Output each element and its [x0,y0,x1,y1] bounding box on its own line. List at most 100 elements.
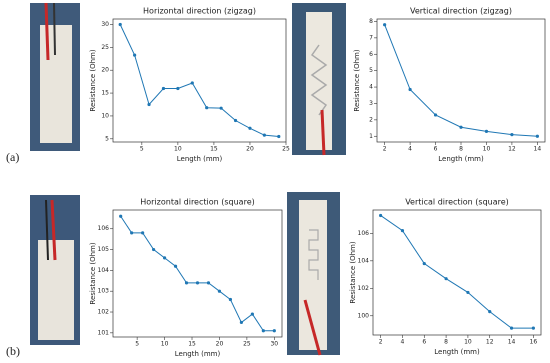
data-point [422,261,426,266]
data-line [119,24,279,138]
photo [287,192,340,356]
y-tick-label: 8 [369,18,373,25]
x-tick-label: 14 [508,339,516,346]
chart-title: Horizontal direction (zigzag) [143,7,256,16]
data-point [190,81,194,85]
photo [30,195,80,345]
data-point [466,290,470,295]
data-point [277,134,281,139]
x-tick-label: 8 [459,146,463,153]
y-tick-label: 15 [101,90,109,97]
data-point [510,133,514,137]
x-tick-label: 6 [422,339,426,346]
photo [292,3,346,156]
photo [30,2,80,151]
x-axis-label: Length (mm) [175,350,221,358]
panel-label: (a) [6,150,19,164]
data-point [383,23,387,27]
chart-title: Vertical direction (zigzag) [410,7,512,16]
plot-frame [112,209,283,338]
panel-label: (b) [6,344,20,358]
y-axis-label: Resistance (Ohm) [89,49,97,111]
y-tick-label: 10 [101,112,109,119]
x-tick-label: 15 [188,341,196,348]
data-point [152,247,156,252]
data-point [219,106,223,110]
y-tick-label: 20 [101,67,109,74]
y-tick-label: 7 [369,34,373,41]
y-tick-label: 3 [369,100,373,107]
y-tick-label: 6 [369,51,373,58]
data-point [459,125,463,129]
x-tick-label: 2 [379,339,383,346]
x-tick-label: 16 [530,339,538,346]
y-tick-label: 4 [369,84,373,91]
y-tick-label: 103 [98,288,110,295]
x-tick-label: 15 [210,146,218,153]
x-tick-label: 8 [444,339,448,346]
y-tick-label: 104 [358,257,370,264]
y-tick-label: 102 [98,309,110,316]
data-point [379,213,383,218]
data-point [173,264,178,268]
data-point [228,297,233,302]
data-line [380,215,534,329]
plot-frame [376,18,546,143]
y-tick-label: 30 [101,21,109,28]
data-point [509,326,514,330]
x-tick-label: 14 [534,146,542,153]
y-tick-label: 100 [358,312,370,319]
data-point [147,102,151,107]
data-point [488,310,492,314]
x-tick-label: 30 [270,341,278,348]
data-point [248,126,252,130]
x-tick-label: 10 [174,146,182,153]
data-point [176,86,180,91]
data-point [484,129,489,133]
y-tick-label: 2 [369,116,373,123]
data-point [130,231,134,235]
data-line [384,24,538,137]
x-tick-label: 20 [246,146,254,153]
data-point [119,214,123,218]
x-axis-label: Length (mm) [438,155,484,163]
data-point [133,53,137,57]
x-tick-label: 10 [464,339,472,346]
chart-title: Vertical direction (square) [405,198,509,207]
data-point [535,134,539,138]
data-point [233,118,238,123]
data-point [205,106,209,110]
y-tick-label: 106 [98,225,110,232]
chart-title: Horizontal direction (square) [140,198,255,207]
data-point [206,281,211,285]
y-tick-label: 105 [98,246,110,253]
data-point [217,289,222,293]
data-point [250,312,254,316]
data-point [262,133,266,137]
y-tick-label: 1 [369,133,373,140]
data-point [239,320,243,325]
y-axis-label: Resistance (Ohm) [353,49,361,111]
x-tick-label: 4 [408,146,412,153]
y-tick-label: 5 [105,135,109,142]
x-tick-label: 12 [486,339,494,346]
y-tick-label: 102 [358,285,370,292]
data-point [400,229,405,233]
x-tick-label: 25 [282,146,290,153]
x-tick-label: 5 [140,146,144,153]
x-tick-label: 25 [243,341,251,348]
y-tick-label: 106 [358,230,370,237]
data-point [184,281,189,285]
x-tick-label: 10 [161,341,169,348]
x-tick-label: 12 [508,146,516,153]
data-point [162,256,167,260]
x-tick-label: 4 [401,339,405,346]
y-tick-label: 5 [369,67,373,74]
x-axis-label: Length (mm) [434,348,480,356]
data-point [531,326,535,330]
plot-frame [372,209,542,336]
y-axis-label: Resistance (Ohm) [89,242,97,304]
data-point [118,22,122,27]
